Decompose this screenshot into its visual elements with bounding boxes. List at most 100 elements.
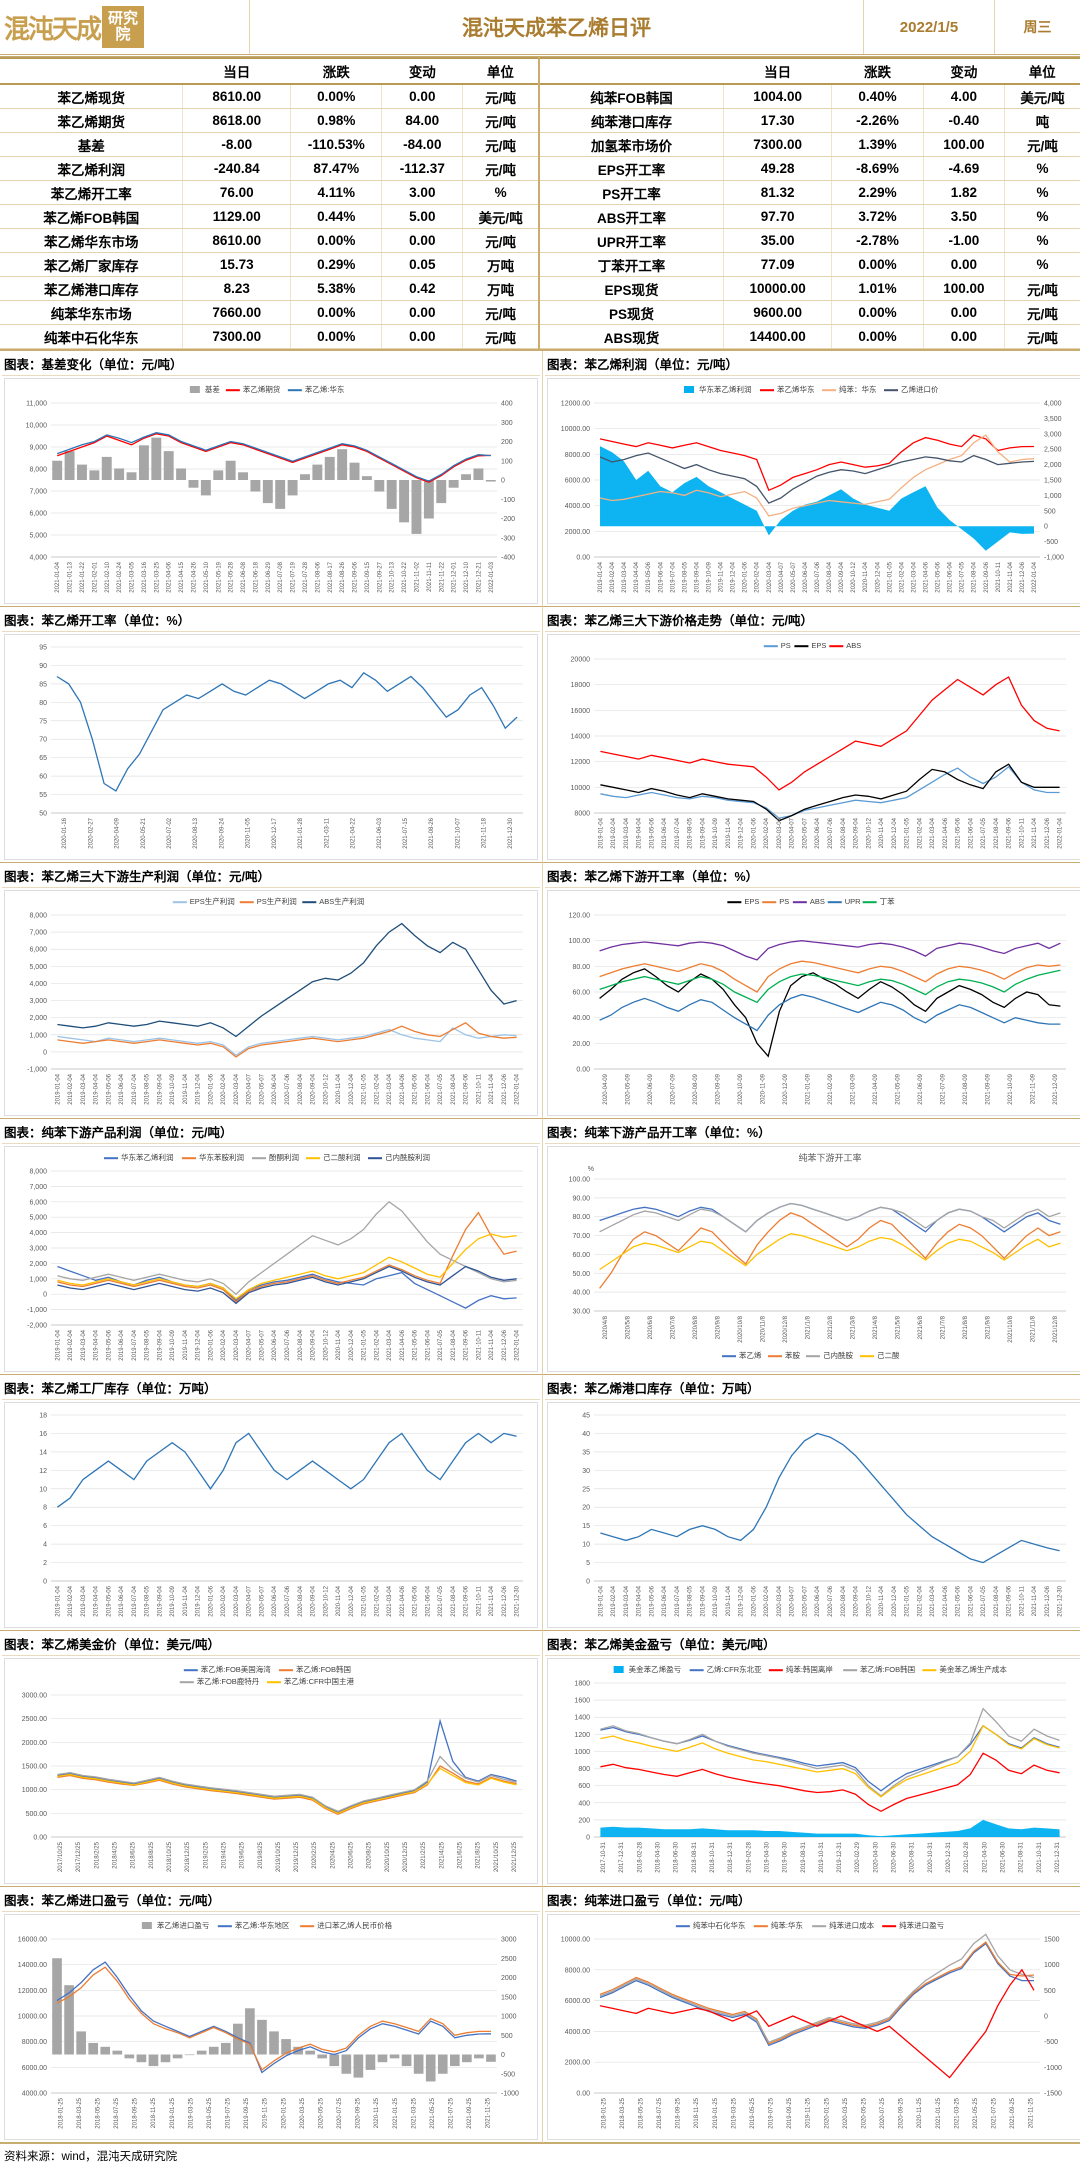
chart-usd-price: 0.00 500.00 1000.00 1500.00 2000.00 2500.00 30…	[22, 1664, 523, 1872]
chart-panel-import-margin-styrene: 图表：苯乙烯进口盈亏（单位：元/吨） 4000.00 6000.00 8000.00 1…	[0, 1887, 543, 2143]
svg-text:2021-12-06: 2021-12-06	[1045, 817, 1051, 848]
svg-text:2021-04-26: 2021-04-26	[191, 561, 197, 592]
svg-text:2019-10-09: 2019-10-09	[707, 561, 713, 592]
chart-area-usd-margin: 0 200 400 600 800 1000 1200 1400 1600 1800 2017-10…	[547, 1658, 1080, 1884]
svg-text:2,000: 2,000	[29, 1015, 47, 1022]
svg-text:2020-04-07: 2020-04-07	[790, 1585, 796, 1616]
svg-text:3000.00: 3000.00	[22, 1693, 47, 1700]
svg-text:2021-04-06: 2021-04-06	[943, 817, 949, 848]
svg-text:2021-10-11: 2021-10-11	[476, 1585, 482, 1616]
svg-text:10: 10	[582, 1542, 590, 1549]
svg-text:100: 100	[501, 458, 513, 465]
table-cell-val: 76.00	[182, 180, 292, 205]
svg-text:1000.00: 1000.00	[22, 1787, 47, 1794]
table-row: 纯苯FOB韩国 1004.00 0.40% 4.00 美元/吨	[540, 84, 1080, 109]
svg-text:2021/8/8: 2021/8/8	[963, 1315, 969, 1339]
svg-text:2,000: 2,000	[1044, 462, 1062, 469]
svg-text:丁苯: 丁苯	[880, 896, 895, 906]
svg-text:苯乙烯华东: 苯乙烯华东	[777, 384, 815, 394]
column-header: 变动	[381, 57, 463, 85]
svg-text:2020-11-25: 2020-11-25	[374, 2097, 380, 2128]
table-cell-unit: %	[1004, 180, 1080, 205]
chart-area-port-inventory: 0 5 10 15 20 25 30 35 40 45 2019-01-04 2019-02-04 20…	[547, 1402, 1080, 1628]
svg-text:纯苯:华东: 纯苯:华东	[771, 1920, 804, 1930]
chart-area-styrene-profit: 0.00 2000.00 4000.00 6000.00 8000.00 10000.00…	[547, 378, 1080, 604]
chart-title: 图表：纯苯下游产品利润（单位：元/吨）	[2, 1119, 540, 1144]
table-cell-chg: -4.69	[923, 156, 1005, 181]
svg-text:苯乙烯:华东地区: 苯乙烯:华东地区	[235, 1920, 290, 1930]
svg-text:4000.00: 4000.00	[22, 2091, 47, 2098]
svg-text:2019-03-04: 2019-03-04	[81, 1329, 87, 1360]
svg-text:纯苯:韩国离岸: 纯苯:韩国离岸	[786, 1664, 834, 1674]
svg-text:95: 95	[39, 645, 47, 652]
svg-text:2021-11-02: 2021-11-02	[414, 561, 420, 592]
svg-text:8,000: 8,000	[29, 467, 47, 474]
svg-text:2021-11-04: 2021-11-04	[1032, 1585, 1038, 1616]
svg-text:1400: 1400	[574, 1715, 590, 1722]
svg-text:2021-09-15: 2021-09-15	[365, 561, 371, 592]
svg-text:2021-11-04: 2021-11-04	[1032, 817, 1038, 848]
table-cell-val: 8610.00	[182, 228, 292, 253]
svg-text:2020-10-12: 2020-10-12	[323, 1073, 329, 1104]
table-row: UPR开工率 35.00 -2.78% -1.00%	[540, 228, 1080, 253]
svg-text:40: 40	[582, 1431, 590, 1438]
svg-text:2019/4/25: 2019/4/25	[221, 1841, 227, 1868]
table-cell-unit: 万吨	[462, 252, 538, 277]
svg-text:2021/5/8: 2021/5/8	[895, 1315, 901, 1339]
svg-text:2021-06-03: 2021-06-03	[377, 817, 383, 848]
svg-text:-200: -200	[501, 516, 515, 523]
svg-text:2021-07-08: 2021-07-08	[278, 561, 284, 592]
svg-text:2021-10-11: 2021-10-11	[996, 561, 1002, 592]
svg-text:2021-07-05: 2021-07-05	[438, 1073, 444, 1104]
report-date: 2022/1/5	[863, 0, 994, 54]
table-cell-unit: 美元/吨	[462, 204, 538, 229]
svg-text:60.00: 60.00	[572, 1252, 590, 1259]
table-cell-chg: 0.00	[381, 84, 464, 109]
svg-text:2021/3/8: 2021/3/8	[850, 1315, 856, 1339]
svg-text:1600: 1600	[574, 1698, 590, 1705]
svg-text:2020-07-06: 2020-07-06	[285, 1073, 291, 1104]
svg-text:2019-10-09: 2019-10-09	[713, 817, 719, 848]
svg-text:40.00: 40.00	[572, 1290, 590, 1297]
svg-text:20: 20	[582, 1505, 590, 1512]
chart-area-basis-change: 4,000 5,000 6,000 7,000 8,000 9,000 10,000 11,0…	[4, 378, 538, 604]
table-cell-unit: 元/吨	[462, 156, 538, 181]
svg-text:2018-03-25: 2018-03-25	[77, 2097, 83, 2128]
svg-text:2021-01-05: 2021-01-05	[905, 817, 911, 848]
svg-text:2021-02-04: 2021-02-04	[374, 1585, 380, 1616]
svg-text:2019-02-28: 2019-02-28	[746, 1841, 752, 1872]
table-cell-val: 7300.00	[182, 324, 292, 349]
svg-text:2020-07-06: 2020-07-06	[815, 561, 821, 592]
svg-text:2019-04-04: 2019-04-04	[94, 1585, 100, 1616]
svg-text:2021-11-25: 2021-11-25	[1029, 2097, 1035, 2128]
svg-text:2021-04-15: 2021-04-15	[179, 561, 185, 592]
svg-text:2019-05-06: 2019-05-06	[106, 1073, 112, 1104]
svg-text:2019-06-04: 2019-06-04	[119, 1329, 125, 1360]
svg-text:2019-07-04: 2019-07-04	[132, 1585, 138, 1616]
svg-text:2021-03-16: 2021-03-16	[142, 561, 148, 592]
svg-text:2018-05-25: 2018-05-25	[95, 2097, 101, 2128]
chart-styrene-profit: 0.00 2000.00 4000.00 6000.00 8000.00 10000.00…	[561, 384, 1064, 593]
table-cell-unit: 元/吨	[1004, 132, 1080, 157]
svg-text:2020-05-07: 2020-05-07	[802, 1585, 808, 1616]
svg-text:2021-03-04: 2021-03-04	[930, 817, 936, 848]
svg-text:2021/4/25: 2021/4/25	[439, 1841, 445, 1868]
svg-text:2021-11-04: 2021-11-04	[489, 1329, 495, 1360]
table-cell-val: 7300.00	[723, 132, 833, 157]
svg-text:2021/9/8: 2021/9/8	[985, 1315, 991, 1339]
svg-text:2021-12-06: 2021-12-06	[502, 1585, 508, 1616]
charts-grid: 图表：基差变化（单位：元/吨） 4,000 5,000 6,000 7,000 8,000…	[0, 351, 1080, 2143]
svg-text:0.00: 0.00	[576, 555, 590, 562]
table-cell-val: 14400.00	[723, 324, 833, 349]
svg-text:15: 15	[582, 1523, 590, 1530]
svg-text:苯乙烯: 苯乙烯	[739, 1350, 762, 1360]
svg-text:2020-11-05: 2020-11-05	[246, 817, 252, 848]
svg-text:2021-03-04: 2021-03-04	[387, 1073, 393, 1104]
chart-benzene-downstream-run-rate: 30.00 40.00 50.00 60.00 70.00 80.00 90.00 100.0…	[569, 1152, 1066, 1360]
svg-text:-1000: -1000	[1044, 2065, 1062, 2072]
svg-text:苯乙烯进口盈亏: 苯乙烯进口盈亏	[157, 1920, 210, 1930]
svg-text:2021-07-25: 2021-07-25	[992, 2097, 998, 2128]
svg-text:12000: 12000	[571, 759, 591, 766]
svg-text:2021-06-04: 2021-06-04	[968, 817, 974, 848]
svg-text:2019-03-04: 2019-03-04	[622, 561, 628, 592]
